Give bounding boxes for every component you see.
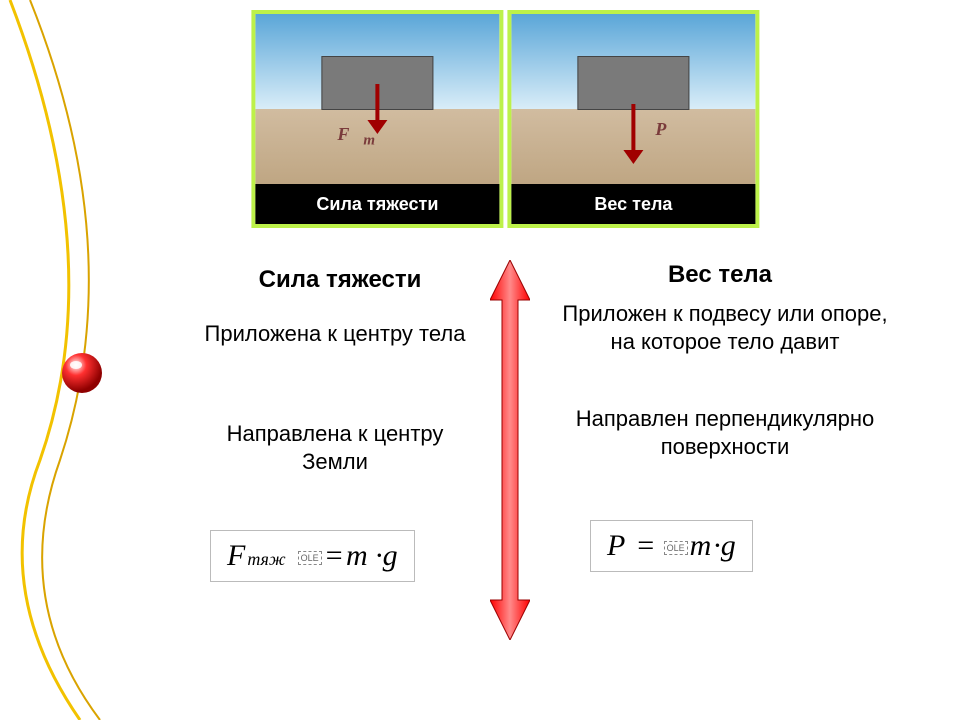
decor-svg xyxy=(0,0,150,720)
formula-gravity: Fтяж OLE = m ·g xyxy=(210,530,415,582)
ole-placeholder-icon: OLE xyxy=(664,541,688,555)
template-decor xyxy=(0,0,120,720)
illustration-panels: F⃗т Сила тяжести P⃗ Вес тела xyxy=(251,10,759,228)
formula-weight: P = OLE m ·g xyxy=(590,520,753,572)
left-paragraph-1: Приложена к центру тела xyxy=(180,320,490,348)
weight-vector-icon xyxy=(623,104,643,164)
left-title: Сила тяжести xyxy=(200,265,480,295)
panel-weight: P⃗ Вес тела xyxy=(507,10,759,228)
weight-vector-label: P⃗ xyxy=(655,119,680,140)
slide: F⃗т Сила тяжести P⃗ Вес тела xyxy=(0,0,960,720)
panel-weight-img: P⃗ xyxy=(511,14,755,184)
formula-gravity-lhs: F xyxy=(227,539,245,573)
formula-weight-rhs: ·g xyxy=(713,529,736,563)
right-paragraph-1: Приложен к подвесу или опоре, на которое… xyxy=(555,300,895,355)
left-paragraph-2: Направлена к центру Земли xyxy=(200,420,470,475)
formula-weight-m: m xyxy=(690,529,712,563)
formula-gravity-eq: = xyxy=(324,539,344,573)
gravity-vector-label: F⃗т xyxy=(337,124,375,150)
double-arrow-icon xyxy=(490,260,530,640)
panel-gravity: F⃗т Сила тяжести xyxy=(251,10,503,228)
block-icon xyxy=(577,56,689,110)
panel-weight-caption: Вес тела xyxy=(511,184,755,224)
panel-gravity-img: F⃗т xyxy=(255,14,499,184)
formula-weight-eq: = xyxy=(635,529,655,563)
formula-gravity-lhs-sub: тяж xyxy=(247,549,285,570)
formula-gravity-rhs: m ·g xyxy=(346,539,398,573)
panel-gravity-caption: Сила тяжести xyxy=(255,184,499,224)
right-title: Вес тела xyxy=(580,260,860,290)
formula-weight-lhs: P xyxy=(607,529,625,563)
ole-placeholder-icon: OLE xyxy=(298,551,322,565)
right-paragraph-2: Направлен перпендикулярно поверхности xyxy=(560,405,890,460)
